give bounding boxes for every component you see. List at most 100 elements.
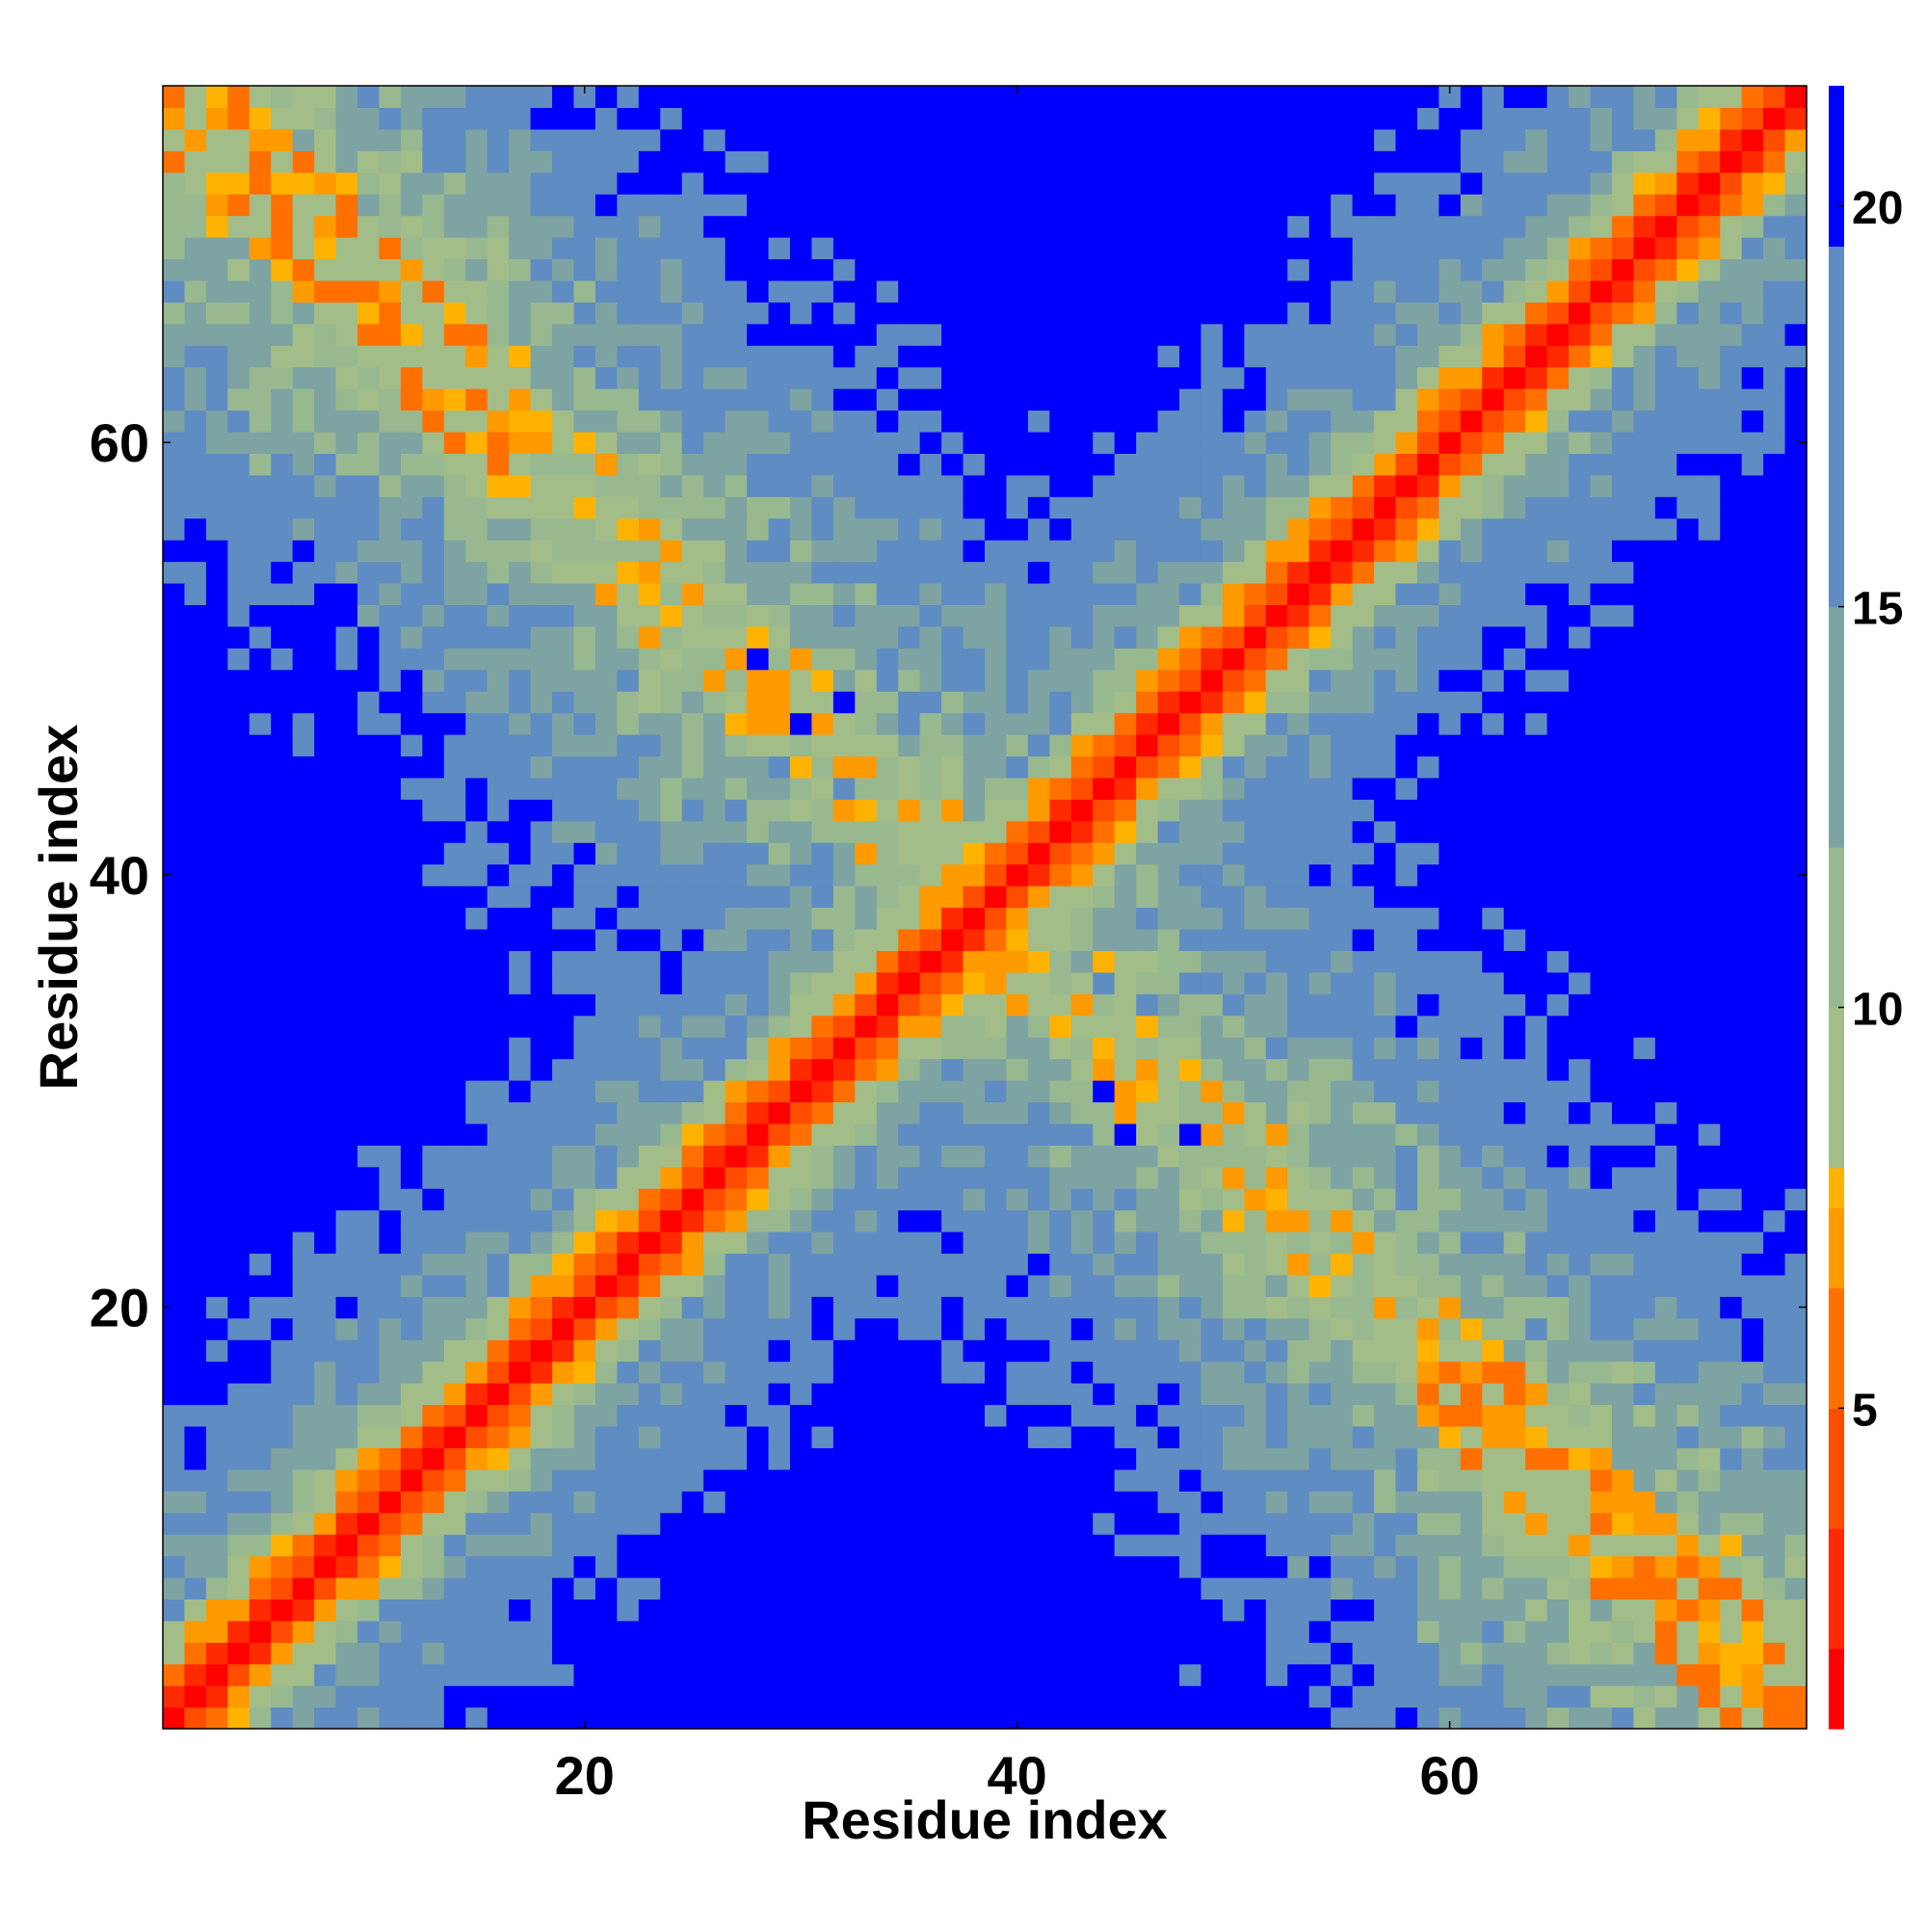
heatmap-cell	[1308, 1145, 1332, 1168]
heatmap-cell	[941, 1642, 964, 1665]
heatmap-cell	[1027, 993, 1050, 1017]
heatmap-cell	[1416, 1037, 1439, 1060]
heatmap-cell	[357, 993, 381, 1017]
heatmap-cell	[271, 1404, 294, 1427]
heatmap-cell	[768, 540, 791, 563]
heatmap-cell	[1070, 237, 1094, 260]
heatmap-cell	[292, 950, 315, 973]
heatmap-cell	[1179, 1101, 1202, 1125]
heatmap-cell	[1049, 366, 1072, 389]
heatmap-cell	[789, 279, 813, 303]
heatmap-cell	[314, 302, 337, 325]
heatmap-cell	[1416, 194, 1439, 217]
heatmap-cell	[985, 1101, 1008, 1125]
heatmap-cell	[422, 734, 445, 757]
heatmap-cell	[747, 1534, 770, 1557]
heatmap-cell	[985, 194, 1008, 217]
heatmap-cell	[1525, 582, 1548, 606]
heatmap-cell	[1070, 648, 1094, 671]
heatmap-cell	[314, 1253, 337, 1276]
heatmap-cell	[1460, 1037, 1483, 1060]
heatmap-cell	[1331, 1123, 1354, 1146]
heatmap-cell	[768, 1339, 791, 1363]
heatmap-cell	[855, 907, 878, 930]
heatmap-cell	[1416, 1447, 1439, 1470]
heatmap-cell	[941, 1231, 964, 1255]
heatmap-cell	[919, 1642, 942, 1665]
heatmap-cell	[660, 1361, 683, 1384]
heatmap-cell	[1503, 561, 1526, 584]
heatmap-cell	[768, 1166, 791, 1189]
heatmap-cell	[919, 950, 942, 973]
heatmap-cell	[1201, 777, 1224, 800]
heatmap-cell	[1070, 1296, 1094, 1319]
heatmap-cell	[163, 366, 186, 389]
heatmap-cell	[1439, 1123, 1462, 1146]
heatmap-cell	[747, 1274, 770, 1297]
heatmap-cell	[205, 302, 228, 325]
heatmap-cell	[1222, 1469, 1245, 1492]
heatmap-cell	[1460, 540, 1483, 563]
heatmap-cell	[941, 172, 964, 195]
heatmap-cell	[379, 1447, 402, 1470]
heatmap-cell	[811, 691, 834, 714]
heatmap-cell	[271, 1512, 294, 1535]
heatmap-cell	[768, 820, 791, 843]
heatmap-cell	[703, 1188, 726, 1211]
heatmap-cell	[1070, 388, 1094, 411]
heatmap-cell	[617, 1015, 640, 1038]
heatmap-cell	[1006, 279, 1029, 303]
heatmap-cell	[552, 799, 575, 822]
heatmap-cell	[1525, 1685, 1548, 1708]
heatmap-cell	[1244, 950, 1267, 973]
heatmap-cell	[443, 1079, 466, 1102]
heatmap-cell	[1546, 517, 1570, 541]
heatmap-cell	[530, 474, 553, 497]
heatmap-cell	[855, 1447, 878, 1470]
heatmap-cell	[1374, 799, 1397, 822]
heatmap-cell	[379, 107, 402, 130]
heatmap-cell	[1569, 1383, 1592, 1406]
heatmap-cell	[1157, 1209, 1180, 1232]
heatmap-cell	[249, 1707, 272, 1730]
heatmap-cell	[443, 474, 466, 497]
heatmap-cell	[292, 431, 315, 454]
heatmap-cell	[1352, 928, 1375, 951]
heatmap-cell	[1201, 172, 1224, 195]
heatmap-cell	[1331, 820, 1354, 843]
heatmap-cell	[1222, 777, 1245, 800]
heatmap-cell	[832, 648, 856, 671]
heatmap-cell	[1114, 1404, 1137, 1427]
heatmap-cell	[1287, 1383, 1310, 1406]
heatmap-cell	[552, 820, 575, 843]
heatmap-cell	[768, 150, 791, 173]
heatmap-cell	[357, 734, 381, 757]
heatmap-cell	[703, 172, 726, 195]
heatmap-cell	[422, 540, 445, 563]
heatmap-cell	[768, 1599, 791, 1622]
heatmap-cell	[422, 971, 445, 994]
heatmap-cell	[271, 799, 294, 822]
heatmap-cell	[1460, 1253, 1483, 1276]
heatmap-cell	[1265, 172, 1288, 195]
heatmap-cell	[1287, 540, 1310, 563]
heatmap-cell	[1460, 237, 1483, 260]
heatmap-cell	[1179, 1685, 1202, 1708]
heatmap-cell	[898, 1015, 921, 1038]
heatmap-cell	[768, 1209, 791, 1232]
heatmap-cell	[985, 1447, 1008, 1470]
heatmap-cell	[811, 734, 834, 757]
heatmap-cell	[379, 1101, 402, 1125]
heatmap-cell	[855, 1425, 878, 1448]
heatmap-cell	[660, 1296, 683, 1319]
heatmap-cell	[1027, 323, 1050, 346]
heatmap-cell	[205, 258, 228, 281]
heatmap-cell	[1157, 323, 1180, 346]
heatmap-cell	[811, 1188, 834, 1211]
heatmap-cell	[1546, 1015, 1570, 1038]
heatmap-cell	[1179, 496, 1202, 519]
heatmap-cell	[1201, 1425, 1224, 1448]
heatmap-cell	[1201, 1685, 1224, 1708]
heatmap-cell	[1049, 86, 1072, 109]
